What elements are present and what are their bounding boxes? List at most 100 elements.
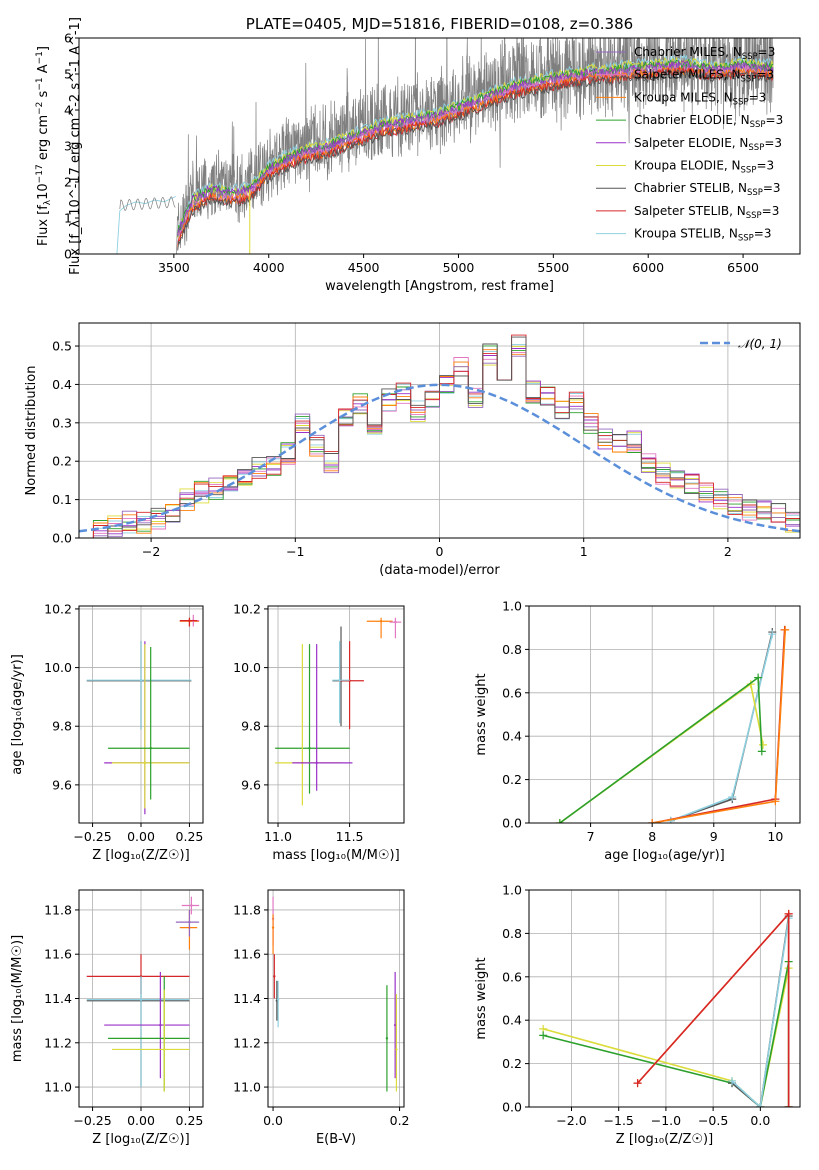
series-marker-chabrier_elodie (555, 819, 564, 823)
x-tick-label: 8 (648, 829, 656, 844)
x-tick-label: 0.0 (263, 1113, 283, 1128)
y-tick-label: 0.3 (52, 415, 72, 430)
legend-subscript: SSP (742, 52, 758, 62)
x-tick-label: 0.25 (176, 1113, 204, 1128)
series-marker-kroupa_elodie (759, 740, 768, 749)
y-tick-label: 5 (64, 67, 72, 82)
point-kroupa_elodie (143, 761, 147, 765)
legend-entry-chabrier_miles: Chabrier MILES, NSSP=3 (634, 45, 775, 62)
legend-suffix: =3 (754, 227, 772, 241)
y-tick-label: 1 (64, 211, 72, 226)
mass-weight-vs-metallicity-panel: −2.0 −1.5 −1.0 −0.5 0.0 0.0 0.2 0.4 0.6 0.8 1.0 Z [… (474, 883, 801, 1147)
y-tick-label: 0.2 (502, 1056, 522, 1071)
point-kroupa_miles (379, 620, 383, 623)
y-axis-label: mass [log₁₀(M/M☉)] (10, 935, 25, 1062)
legend-suffix: =3 (763, 181, 781, 195)
series-marker-salpeter_stelib (784, 1103, 793, 1107)
mass-vs-metallicity-panel: −0.25 0.00 0.25 11.0 11.2 11.4 11.6 11.8 Z [log₁… (10, 889, 204, 1147)
axes-frame (267, 605, 405, 824)
point-salpeter_elodie (159, 1023, 162, 1027)
point-kroupa_elodie (163, 1048, 166, 1051)
point-kroupa_stelib (338, 678, 341, 682)
axes-frame (78, 605, 204, 824)
y-tick-label: 1.0 (502, 883, 522, 898)
observed-blue-line (119, 196, 176, 211)
y-tick-label: 4 (64, 103, 72, 118)
y-tick-label: 11.2 (233, 1035, 261, 1050)
age-vs-mass-panel: 11.0 11.5 9.6 9.8 10.0 10.2 mass [log₁₀(M/M☉)] (233, 601, 405, 863)
axes-frame (528, 605, 801, 824)
x-axis-label: Z [log₁₀(Z/Z☉)] (92, 1132, 189, 1147)
x-axis-label: Z [log₁₀(Z/Z☉)] (616, 1132, 713, 1147)
x-tick-label: −0.25 (73, 829, 111, 844)
residuals-panel: −2 −1 0 1 2 0.0 0.1 0.2 0.3 0.4 0.5 (data-model)/er… (24, 322, 801, 578)
y-axis-label: mass weight (474, 673, 489, 755)
y-tick-label: 11.8 (233, 902, 261, 917)
point-salpeter_elodie (315, 761, 318, 765)
legend-suffix: =3 (749, 90, 767, 104)
y-tick-label: 2 (64, 175, 72, 190)
series-marker-chabrier_elodie (754, 673, 763, 682)
series-marker-kroupa_stelib (728, 1076, 737, 1085)
y-tick-label: 0.0 (502, 816, 522, 831)
y-tick-label: 0.2 (502, 772, 522, 787)
axes-frame (267, 889, 405, 1108)
legend-subscript: SSP (741, 166, 757, 176)
legend-entry-chabrier_elodie: Chabrier ELODIE, NSSP=3 (634, 113, 783, 130)
series-marker-kroupa_stelib (756, 1103, 765, 1107)
y-tick-label: 0.2 (52, 454, 72, 469)
y-tick-label: 0.4 (502, 729, 522, 744)
axes-frame (528, 889, 801, 1108)
y-tick-label: 9.8 (241, 719, 261, 734)
mass-vs-extinction-panel: 0.0 0.2 11.0 11.2 11.4 11.6 11.8 E(B-V) (233, 889, 410, 1147)
legend-label: Kroupa ELODIE, N (634, 159, 741, 173)
model-spectrum-chabrier_stelib (177, 68, 774, 251)
y-tick-label: 11.6 (44, 947, 72, 962)
x-axis-label: (data-model)/error (379, 563, 500, 578)
x-tick-label: −0.5 (698, 1113, 728, 1128)
series-marker-salpeter_stelib (784, 909, 793, 918)
x-tick-label: 11.0 (264, 829, 292, 844)
x-tick-label: 11.5 (336, 829, 364, 844)
y-tick-label: 11.0 (44, 1080, 72, 1095)
y-tick-label: 0.1 (52, 492, 72, 507)
series-marker-kroupa_stelib (768, 630, 777, 639)
y-axis-label: age [log₁₀(age/yr)] (10, 654, 25, 775)
series-marker-salpeter_stelib (633, 1079, 642, 1088)
mass-weight-vs-age-panel: 7 8 9 10 0.0 0.2 0.4 0.6 0.8 1.0 age [log₁₀(age/yr… (474, 599, 801, 863)
series-marker-kroupa_miles (648, 819, 657, 823)
x-tick-label: 0 (436, 544, 444, 559)
point-salpeter_elodie (393, 1023, 397, 1027)
y-tick-label: 9.6 (241, 777, 261, 792)
legend-entry-kroupa_miles: Kroupa MILES, NSSP=3 (634, 90, 766, 107)
x-tick-label: 5000 (443, 260, 475, 275)
y-tick-label: 0 (64, 247, 72, 262)
legend-subscript: SSP (738, 234, 754, 244)
x-tick-label: −1.0 (651, 1113, 681, 1128)
legend-label: Salpeter STELIB, N (634, 204, 746, 218)
series-marker-kroupa_miles (771, 797, 780, 806)
y-tick-label: 0.0 (502, 1100, 522, 1115)
axes-frame (78, 889, 204, 1108)
y-tick-label: 10.0 (233, 660, 261, 675)
x-tick-label: −1 (286, 544, 304, 559)
axes-frame (78, 322, 801, 539)
legend-entry-kroupa_elodie: Kroupa ELODIE, NSSP=3 (634, 159, 774, 176)
series-marker-kroupa_miles (781, 625, 790, 634)
model-spectrum-kroupa_elodie (177, 57, 774, 238)
x-tick-label: 4000 (253, 260, 285, 275)
x-axis-label: wavelength [Angstrom, rest frame] (325, 279, 554, 294)
y-tick-label: 0.4 (502, 1013, 522, 1028)
legend-entry-salpeter_elodie: Salpeter ELODIE, NSSP=3 (634, 136, 782, 153)
x-tick-label: 0.0 (750, 1113, 770, 1128)
point-kroupa_stelib (276, 998, 280, 1001)
spectrum-panel: 3500 4000 4500 5000 5500 6000 6500 0 1 2 3 4 5 6 PLATE… (35, 15, 801, 294)
x-tick-label: 7 (587, 829, 595, 844)
x-axis-label: age [log₁₀(age/yr)] (604, 848, 725, 863)
legend-entry-kroupa_stelib: Kroupa STELIB, NSSP=3 (634, 227, 772, 244)
y-tick-label: 6 (64, 31, 72, 46)
legend-entry-chabrier_stelib: Chabrier STELIB, NSSP=3 (634, 181, 781, 198)
x-tick-label: 0.2 (390, 1113, 410, 1128)
legend-subscript: SSP (746, 211, 762, 221)
y-axis-label: mass weight (474, 957, 489, 1039)
